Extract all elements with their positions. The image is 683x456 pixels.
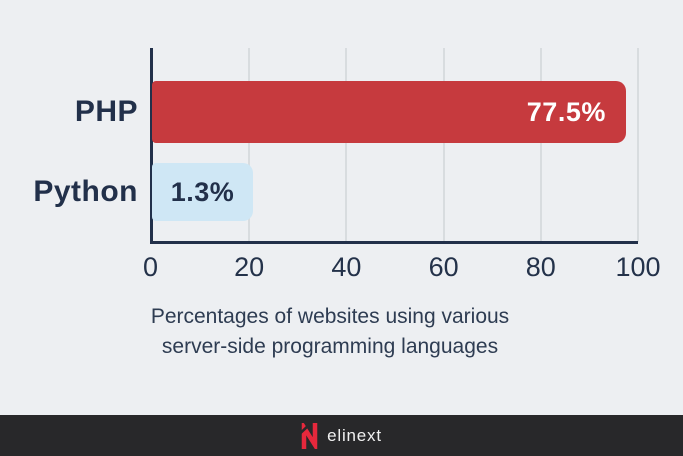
bar-value-label-python: 1.3% xyxy=(170,176,235,207)
bar-row-python: Python 1.3% xyxy=(0,163,638,221)
bar-track: 77.5% xyxy=(152,81,638,143)
x-tick-label-100: 100 xyxy=(615,252,661,282)
chart-caption-line-2: server-side programming languages xyxy=(161,335,499,359)
elinext-logo-text: elinext xyxy=(327,425,382,445)
x-tick-label-40: 40 xyxy=(331,252,362,282)
gridline-40 xyxy=(345,48,348,242)
category-label-python: Python xyxy=(33,175,138,208)
chart-caption-line-1: Percentages of websites using various xyxy=(150,305,510,328)
bar-value-label-php: 77.5% xyxy=(526,96,606,127)
gridline-100 xyxy=(637,48,639,242)
footer-bar: elinext xyxy=(0,415,683,456)
elinext-n-icon xyxy=(301,422,318,449)
y-axis-line xyxy=(150,48,153,244)
x-axis-tick-labels: 0 20 40 60 80 100 xyxy=(143,252,661,284)
x-axis-line xyxy=(150,241,638,244)
bar-row-php: PHP 77.5% xyxy=(0,81,638,143)
gridline-60 xyxy=(442,48,445,242)
x-tick-label-0: 0 xyxy=(142,252,159,282)
x-tick-label-20: 20 xyxy=(234,252,265,282)
x-tick-label-80: 80 xyxy=(525,252,556,282)
bar-python: 1.3% xyxy=(152,163,254,221)
bar-chart-plot-area xyxy=(152,48,639,242)
bar-track: 1.3% xyxy=(152,163,638,221)
x-tick-label-60: 60 xyxy=(428,252,459,282)
category-label-php: PHP xyxy=(74,95,138,128)
bar-php: 77.5% xyxy=(152,81,626,143)
gridline-80 xyxy=(539,48,542,242)
gridline-20 xyxy=(248,48,251,242)
bar-rows: PHP 77.5% Python 1.3% xyxy=(0,48,638,242)
chart-caption: Percentages of websites using various se… xyxy=(0,302,660,363)
